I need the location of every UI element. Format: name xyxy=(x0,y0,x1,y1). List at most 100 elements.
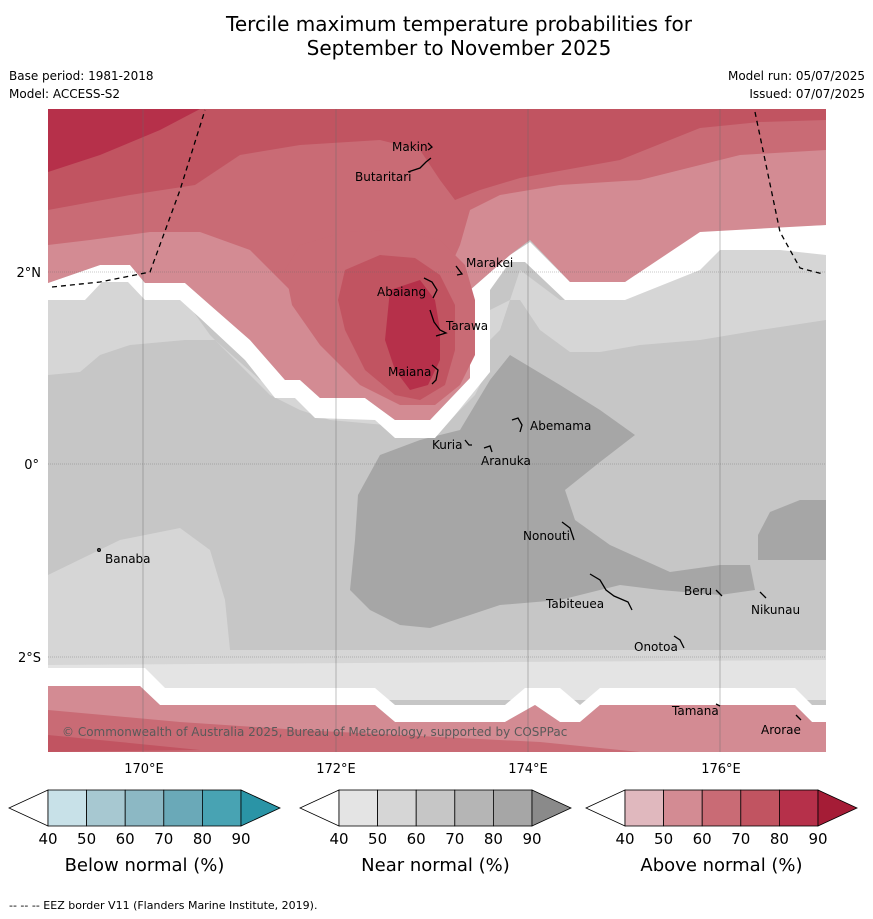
above-colorbar-min-extension xyxy=(585,789,626,827)
above-colorbar-tick-label: 40 xyxy=(615,830,634,848)
below-colorbar-max-extension xyxy=(240,789,281,827)
above-colorbar-max-extension xyxy=(817,789,858,827)
near-colorbar-min-extension xyxy=(299,789,340,827)
below-colorbar-segment xyxy=(86,789,126,827)
above-normal-colorbar: 40 50 60 70 80 90 Above normal (%) xyxy=(585,789,858,876)
place-abaiang: Abaiang xyxy=(377,285,426,299)
above-80-tarawa xyxy=(385,280,440,390)
above-80-north xyxy=(48,109,200,172)
above-colorbar-tick-label: 80 xyxy=(770,830,789,848)
above-60-south xyxy=(48,710,640,752)
graticule xyxy=(48,109,826,752)
below-colorbar-segment xyxy=(201,789,242,827)
copyright-text: © Commonwealth of Australia 2025, Bureau… xyxy=(62,725,567,739)
title-line-1: Tercile maximum temperature probabilitie… xyxy=(226,12,692,36)
place-tamana: Tamana xyxy=(671,704,719,718)
below-colorbar-segment xyxy=(47,789,87,827)
below-colorbar-tick-label: 70 xyxy=(154,830,173,848)
above-colorbar-segment xyxy=(740,789,780,827)
lat-label-2n: 2°N xyxy=(17,266,42,281)
probability-field: © Commonwealth of Australia 2025, Bureau… xyxy=(48,109,826,752)
place-butaritari: Butaritari xyxy=(355,170,412,184)
near-normal-50-north xyxy=(48,240,826,438)
model-run: Model run: 05/07/2025 xyxy=(727,69,865,83)
place-makin: Makin xyxy=(392,140,428,154)
near-colorbar-segment xyxy=(338,789,378,827)
place-banaba: Banaba xyxy=(105,552,151,566)
lat-label-2s: 2°S xyxy=(18,651,41,666)
above-colorbar-segment xyxy=(779,789,819,827)
eez-border-east xyxy=(754,111,824,275)
below-40-band-south xyxy=(48,668,826,722)
meta-left: Base period: 1981-2018 Model: ACCESS-S2 xyxy=(9,67,154,103)
lon-label-176: 176°E xyxy=(701,762,741,777)
near-colorbar-segment xyxy=(377,789,417,827)
lon-label-170: 170°E xyxy=(124,762,164,777)
colorbars: 40 50 60 70 80 90 Below normal (%) 40 50 60 70 80 90… xyxy=(8,789,858,876)
near-colorbar-tick-label: 80 xyxy=(484,830,503,848)
title-line-2: September to November 2025 xyxy=(306,36,612,60)
near-colorbar-tick-label: 70 xyxy=(445,830,464,848)
near-colorbar-max-extension xyxy=(531,789,572,827)
place-kuria: Kuria xyxy=(432,438,463,452)
near-colorbar-segment xyxy=(454,789,494,827)
above-colorbar-tick-label: 60 xyxy=(693,830,712,848)
place-abemama: Abemama xyxy=(530,419,591,433)
below-colorbar-tick-label: 50 xyxy=(77,830,96,848)
near-normal-70-east xyxy=(758,500,826,560)
near-colorbar-tick-label: 50 xyxy=(368,830,387,848)
issued-date: Issued: 07/07/2025 xyxy=(749,87,865,101)
near-colorbar-segment xyxy=(492,789,533,827)
place-aranuka: Aranuka xyxy=(481,454,531,468)
below-40-band-north xyxy=(48,225,826,438)
near-colorbar-tick-label: 60 xyxy=(407,830,426,848)
chart-title: Tercile maximum temperature probabilitie… xyxy=(0,12,873,60)
model-name: Model: ACCESS-S2 xyxy=(9,87,121,101)
below-colorbar-min-extension xyxy=(8,789,49,827)
base-period: Base period: 1981-2018 xyxy=(9,69,154,83)
near-normal-70-central xyxy=(350,355,755,628)
island-outlines xyxy=(97,142,802,721)
above-colorbar-segment xyxy=(663,789,703,827)
above-colorbar-tick-label: 50 xyxy=(654,830,673,848)
lon-label-174: 174°E xyxy=(508,762,548,777)
below-colorbar-tick-label: 80 xyxy=(193,830,212,848)
place-labels: Makin Butaritari Marakei Abaiang Tarawa … xyxy=(105,140,801,737)
above-colorbar-tick-label: 70 xyxy=(731,830,750,848)
place-onotoa: Onotoa xyxy=(634,640,678,654)
above-colorbar-segment xyxy=(701,789,742,827)
below-colorbar-tick-label: 60 xyxy=(116,830,135,848)
below-colorbar-tick-label: 90 xyxy=(231,830,250,848)
below-colorbar-tick-label: 40 xyxy=(38,830,57,848)
footer-note: -- -- -- EEZ border V11 (Flanders Marine… xyxy=(9,899,318,912)
place-maiana: Maiana xyxy=(388,365,431,379)
near-colorbar-tick-label: 90 xyxy=(522,830,541,848)
below-colorbar-title: Below normal (%) xyxy=(65,855,225,876)
below-colorbar-segment xyxy=(124,789,165,827)
above-70-north-2 xyxy=(240,109,826,200)
place-nonouti: Nonouti xyxy=(523,529,570,543)
place-tarawa: Tarawa xyxy=(445,319,488,333)
place-marakei: Marakei xyxy=(466,256,513,270)
place-nikunau: Nikunau xyxy=(751,603,800,617)
eez-border-west xyxy=(51,109,206,288)
near-normal-colorbar: 40 50 60 70 80 90 Near normal (%) xyxy=(299,789,572,876)
above-colorbar-tick-label: 90 xyxy=(808,830,827,848)
near-colorbar-segment xyxy=(415,789,456,827)
place-tabiteuea: Tabiteuea xyxy=(545,597,604,611)
meta-right: Model run: 05/07/2025 Issued: 07/07/2025 xyxy=(728,67,865,103)
place-beru: Beru xyxy=(684,584,712,598)
above-colorbar-title: Above normal (%) xyxy=(640,855,802,876)
near-colorbar-tick-label: 40 xyxy=(329,830,348,848)
lon-label-172: 172°E xyxy=(316,762,356,777)
near-colorbar-title: Near normal (%) xyxy=(361,855,510,876)
above-60-north xyxy=(48,109,826,360)
longitude-labels: 170°E 172°E 174°E 176°E xyxy=(124,762,741,777)
latitude-labels: 2°N 0° 2°S xyxy=(17,266,42,666)
above-colorbar-segment xyxy=(624,789,664,827)
place-arorae: Arorae xyxy=(761,723,801,737)
above-70-south xyxy=(48,735,200,752)
below-colorbar-segment xyxy=(163,789,203,827)
lat-label-0: 0° xyxy=(24,458,39,473)
